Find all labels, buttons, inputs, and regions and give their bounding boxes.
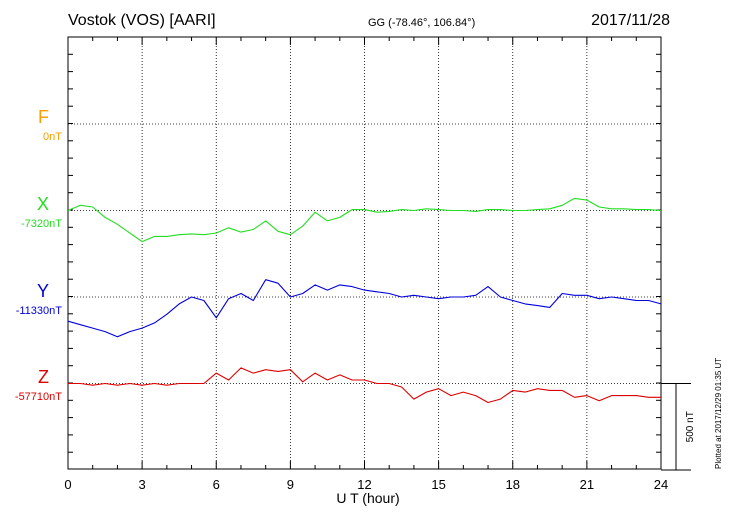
channel-label-y: Y xyxy=(36,281,49,301)
series-line-y xyxy=(67,279,662,338)
x-tick-label: 3 xyxy=(139,477,146,492)
plotted-timestamp: Plotted at 2017/12/29 01:35 UT xyxy=(714,357,723,469)
channel-offset-x: -7320nT xyxy=(21,218,62,230)
x-tick-label: 18 xyxy=(506,477,520,492)
x-tick-label: 6 xyxy=(213,477,220,492)
channel-offset-f: 0nT xyxy=(43,131,62,143)
station-coordinates: GG (-78.46°, 106.84°) xyxy=(368,17,476,29)
scale-bar-label: 500 nT xyxy=(685,411,696,442)
station-title: Vostok (VOS) [AARI] xyxy=(68,12,216,29)
x-axis-label: U T (hour) xyxy=(336,490,400,506)
x-tick-label: 0 xyxy=(64,477,71,492)
axes: 0 3 6 9 12 15 18 21 24 xyxy=(64,36,668,492)
plot-date: 2017/11/28 xyxy=(591,12,670,29)
channel-label-z: Z xyxy=(38,367,49,387)
channel-label-x: X xyxy=(36,194,49,214)
channel-offset-y: -11330nT xyxy=(15,305,62,317)
channel-label-f: F xyxy=(38,107,49,127)
scale-bar: 500 nT xyxy=(661,383,696,471)
grid-lines xyxy=(68,37,661,469)
channel-offset-z: -57710nT xyxy=(14,391,62,403)
x-tick-label: 15 xyxy=(431,477,445,492)
x-tick-label: 24 xyxy=(654,477,668,492)
x-tick-label: 21 xyxy=(580,477,594,492)
series-line-x xyxy=(67,197,662,243)
series-line-z xyxy=(68,367,661,404)
x-tick-label: 12 xyxy=(357,477,371,492)
data-series xyxy=(67,197,662,404)
x-tick-label: 9 xyxy=(287,477,294,492)
